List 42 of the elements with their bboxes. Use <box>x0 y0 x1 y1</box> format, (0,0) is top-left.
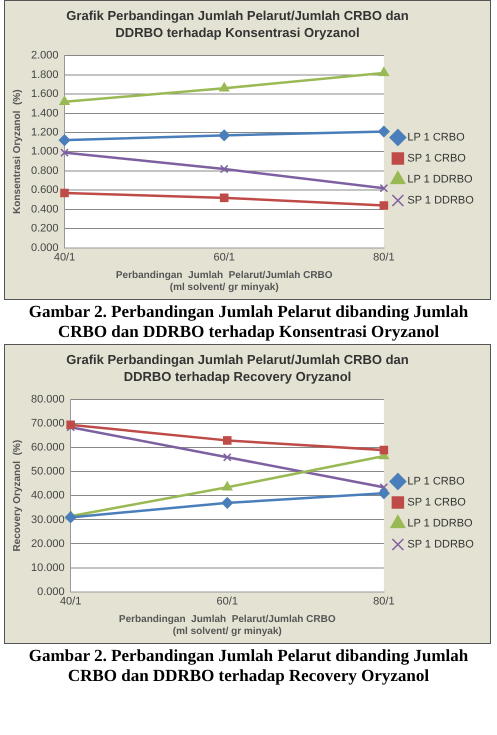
chart-title: Grafik Perbandingan Jumlah Pelarut/Jumlah CRBO dan DDRBO terhadap Recovery Oryzanol <box>65 351 410 386</box>
y-tick-label: 10.000 <box>30 562 65 574</box>
legend-label: SP 1 CRBO <box>407 152 466 165</box>
y-tick-label: 20.000 <box>30 538 65 550</box>
legend-label: SP 1 CRBO <box>407 496 466 509</box>
x-tick-label: 60/1 <box>213 251 235 264</box>
legend-label: LP 1 DDRBO <box>407 174 474 186</box>
y-tick-label: 0.600 <box>30 184 59 196</box>
x-tick-label: 80/1 <box>373 595 395 608</box>
y-tick-label: 0.800 <box>30 164 59 177</box>
legend-label: LP 1 DDRBO <box>407 518 474 530</box>
y-tick-label: 1.000 <box>30 146 59 158</box>
y-axis-title: Recovery Oryzanol (%) <box>12 440 23 552</box>
x-tick-label: 60/1 <box>216 595 238 608</box>
x-axis-title: Perbandingan Jumlah Pelarut/Jumlah CRBO (ml solvent/ gr minyak) <box>118 614 336 637</box>
y-tick-label: 1.400 <box>30 107 59 120</box>
y-tick-label: 0.400 <box>30 203 59 216</box>
chart-title: Grafik Perbandingan Jumlah Pelarut/Jumlah CRBO dan DDRBO terhadap Konsentrasi Oryzanol <box>65 7 410 42</box>
y-tick-label: 0.000 <box>37 586 65 598</box>
y-tick-label: 70.000 <box>30 418 65 430</box>
x-axis-title: Perbandingan Jumlah Pelarut/Jumlah CRBO (ml solvent/ gr minyak) <box>116 270 333 293</box>
legend-label: SP 1 DDRBO <box>407 538 474 551</box>
y-tick-label: 1.200 <box>30 126 59 139</box>
text: Gambar 2. Perbandingan Jumlah Pelarut dibanding Jumlah CRBO dan DDRBO terhadap Konsentrasi Oryzanol <box>28 301 470 343</box>
y-tick-label: 60.000 <box>30 442 65 454</box>
x-tick-label: 40/1 <box>60 595 82 608</box>
y-tick-label: 80.000 <box>30 394 65 406</box>
y-tick-label: 1.800 <box>30 68 59 81</box>
y-tick-label: 0.000 <box>30 242 59 254</box>
legend-label: SP 1 DDRBO <box>407 194 474 207</box>
y-tick-label: 30.000 <box>30 514 65 526</box>
legend-label: LP 1 CRBO <box>407 476 466 488</box>
text: Gambar 2. Perbandingan Jumlah Pelarut dibanding Jumlah CRBO dan DDRBO terhadap Recovery Oryzanol <box>28 645 470 687</box>
y-axis-title: Konsentrasi Oryzanol (%) <box>12 89 23 214</box>
x-tick-label: 80/1 <box>373 251 395 264</box>
y-tick-label: 2.000 <box>30 50 59 62</box>
y-tick-label: 0.200 <box>30 222 59 235</box>
legend-label: LP 1 CRBO <box>407 132 466 144</box>
y-tick-label: 50.000 <box>30 466 65 478</box>
x-tick-label: 40/1 <box>54 251 76 264</box>
y-tick-label: 40.000 <box>30 490 65 502</box>
y-tick-label: 1.600 <box>30 88 59 100</box>
